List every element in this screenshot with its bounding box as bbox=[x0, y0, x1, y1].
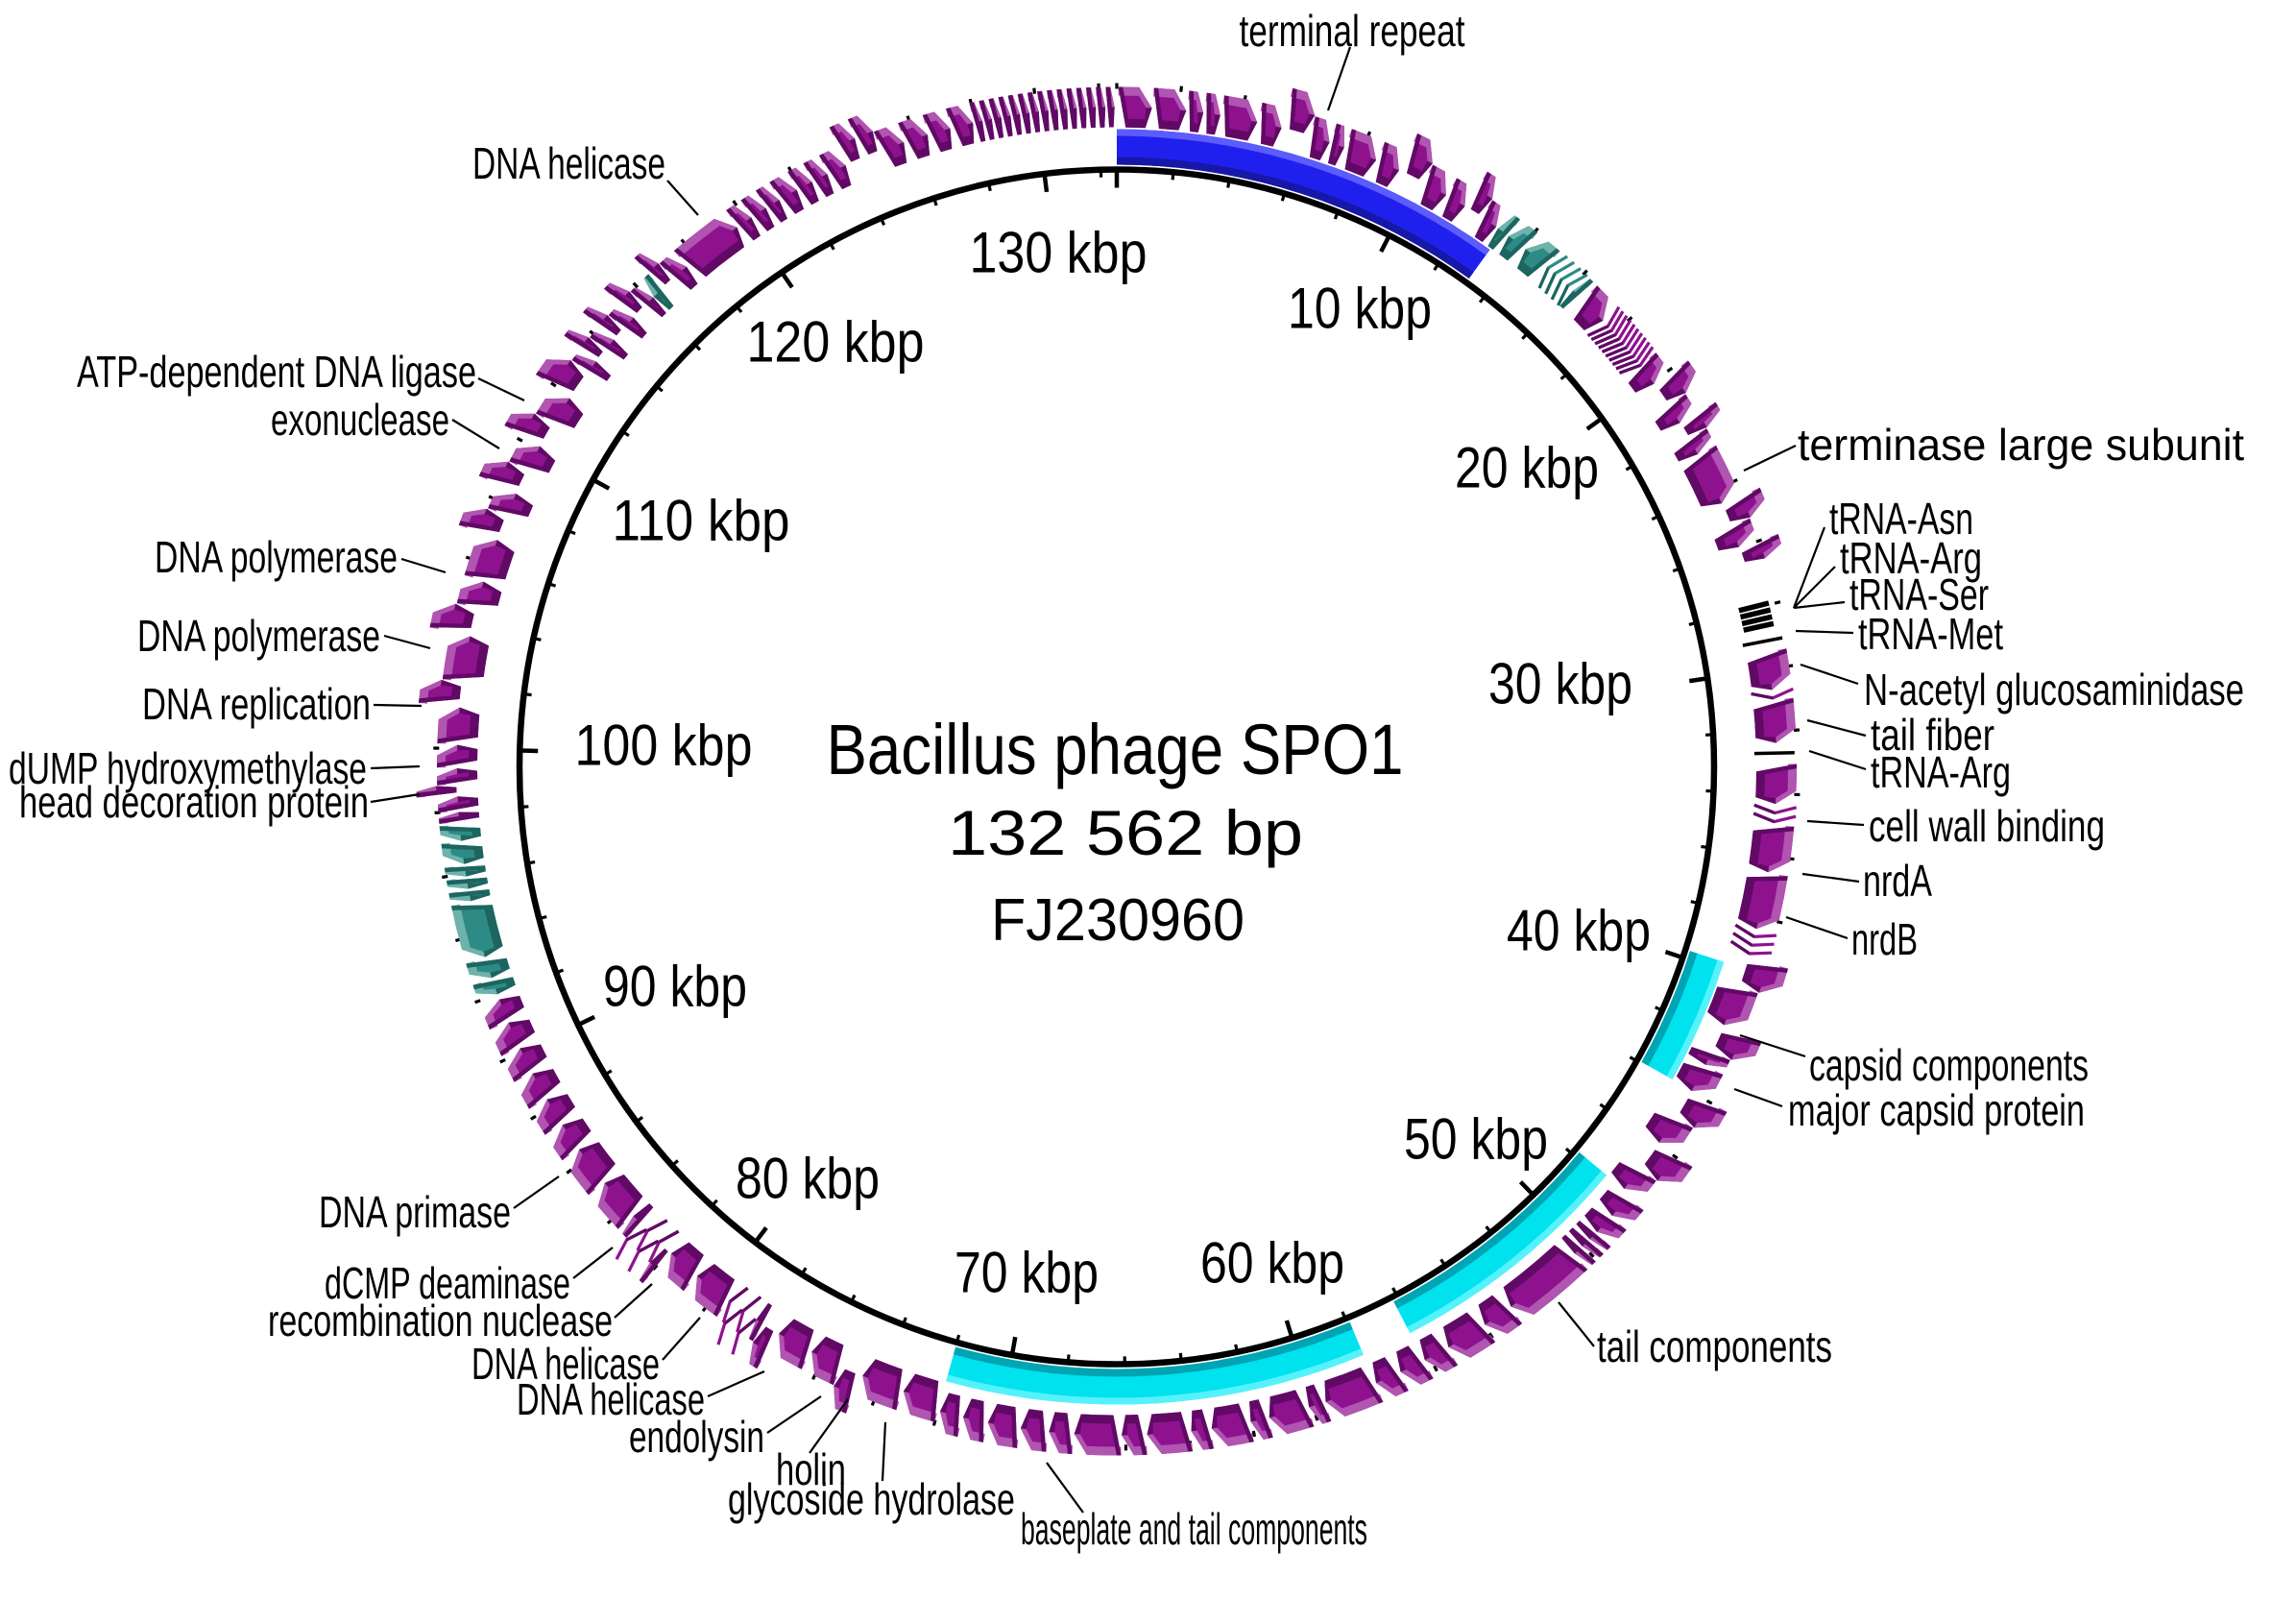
svg-text:tRNA-Arg: tRNA-Arg bbox=[1871, 747, 2011, 797]
svg-text:80 kbp: 80 kbp bbox=[736, 1147, 880, 1211]
svg-text:40 kbp: 40 kbp bbox=[1507, 899, 1651, 963]
svg-text:terminal repeat: terminal repeat bbox=[1240, 6, 1465, 56]
svg-text:endolysin: endolysin bbox=[629, 1412, 764, 1462]
svg-text:capsid components: capsid components bbox=[1809, 1040, 2089, 1090]
svg-text:terminase large subunit: terminase large subunit bbox=[1798, 420, 2244, 470]
svg-text:Bacillus phage SPO1: Bacillus phage SPO1 bbox=[827, 710, 1404, 789]
svg-text:120 kbp: 120 kbp bbox=[747, 310, 925, 375]
svg-text:DNA helicase: DNA helicase bbox=[472, 138, 665, 188]
svg-text:90 kbp: 90 kbp bbox=[603, 955, 747, 1019]
svg-text:FJ230960: FJ230960 bbox=[991, 887, 1245, 954]
svg-text:tRNA-Met: tRNA-Met bbox=[1858, 609, 2003, 659]
svg-text:glycoside hydrolase: glycoside hydrolase bbox=[728, 1474, 1015, 1524]
svg-text:tail components: tail components bbox=[1597, 1321, 1832, 1371]
svg-text:100 kbp: 100 kbp bbox=[575, 714, 753, 778]
svg-text:DNA polymerase: DNA polymerase bbox=[137, 611, 380, 661]
svg-text:nrdA: nrdA bbox=[1863, 856, 1932, 906]
svg-text:10 kbp: 10 kbp bbox=[1288, 277, 1432, 341]
svg-text:130 kbp: 130 kbp bbox=[970, 221, 1148, 285]
svg-text:DNA replication: DNA replication bbox=[142, 679, 371, 729]
svg-text:major capsid protein: major capsid protein bbox=[1788, 1085, 2085, 1135]
svg-text:50 kbp: 50 kbp bbox=[1404, 1107, 1548, 1172]
svg-text:DNA primase: DNA primase bbox=[319, 1187, 511, 1237]
svg-text:132 562 bp: 132 562 bp bbox=[948, 797, 1303, 868]
svg-text:nrdB: nrdB bbox=[1851, 914, 1918, 964]
svg-text:60 kbp: 60 kbp bbox=[1200, 1231, 1344, 1296]
svg-text:head decoration protein: head decoration protein bbox=[19, 777, 369, 827]
svg-text:DNA polymerase: DNA polymerase bbox=[155, 532, 398, 582]
svg-text:N-acetyl glucosaminidase: N-acetyl glucosaminidase bbox=[1864, 665, 2244, 715]
svg-text:ATP-dependent DNA ligase: ATP-dependent DNA ligase bbox=[77, 347, 476, 397]
svg-text:30 kbp: 30 kbp bbox=[1488, 652, 1632, 716]
svg-text:20 kbp: 20 kbp bbox=[1455, 436, 1599, 500]
svg-text:exonuclease: exonuclease bbox=[271, 395, 449, 445]
svg-text:baseplate and tail components: baseplate and tail components bbox=[1021, 1504, 1367, 1554]
svg-text:70 kbp: 70 kbp bbox=[955, 1241, 1099, 1305]
svg-text:cell wall binding: cell wall binding bbox=[1869, 801, 2105, 851]
svg-text:110 kbp: 110 kbp bbox=[613, 489, 790, 553]
